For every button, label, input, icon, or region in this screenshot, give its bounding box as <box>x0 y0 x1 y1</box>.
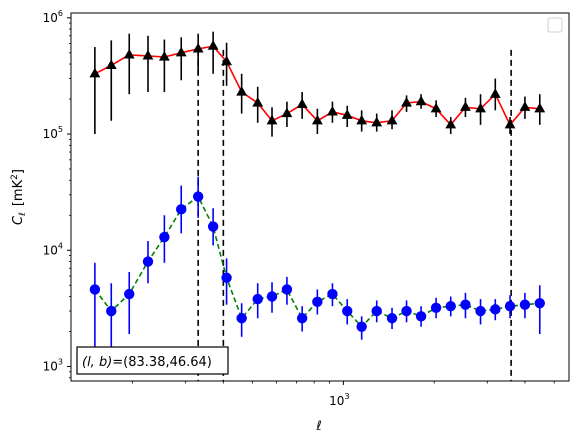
circle-marker <box>176 204 187 215</box>
circle-marker <box>312 296 323 308</box>
triangle-marker <box>266 114 278 125</box>
circle-marker <box>475 305 486 317</box>
triangle-marker <box>142 49 154 60</box>
circle-marker <box>460 299 471 310</box>
triangle-marker <box>460 101 471 111</box>
triangle-marker <box>489 88 501 98</box>
circle-marker <box>430 302 442 313</box>
triangle-marker <box>534 102 546 113</box>
y-label-unit: [mK <box>11 179 26 206</box>
plot-frame <box>70 12 570 382</box>
y-tick-label: 106 <box>43 9 63 25</box>
triangle-marker <box>327 105 338 116</box>
circle-marker <box>159 231 170 243</box>
circle-marker <box>445 301 456 312</box>
triangle-marker <box>89 67 101 78</box>
circle-marker <box>207 221 219 232</box>
circle-marker <box>490 304 501 315</box>
series-layer <box>89 31 546 362</box>
y-axis-label: Cℓ [mK2] <box>10 169 28 225</box>
plot-area <box>71 13 569 381</box>
circle-marker <box>221 272 232 283</box>
triangle-marker <box>356 114 368 125</box>
circle-marker <box>89 284 101 295</box>
y-tick-exp: 3 <box>58 357 63 366</box>
y-tick-base: 10 <box>43 359 58 373</box>
triangle-marker <box>158 51 170 61</box>
triangle-marker <box>192 42 204 53</box>
series-2 <box>89 176 545 362</box>
y-tick-exp: 4 <box>58 241 63 250</box>
y-tick-base: 10 <box>43 127 58 141</box>
circle-marker <box>534 298 545 309</box>
triangle-marker <box>475 102 486 113</box>
annotation-box: (l, b)=(83.38,46.64) <box>76 346 229 375</box>
y-label-sub: ℓ <box>18 212 28 217</box>
y-label-unit-close: ] <box>11 169 26 174</box>
circle-marker <box>386 313 398 324</box>
svg-text:(l, b)=(83.38,46.64): (l, b)=(83.38,46.64) <box>82 355 212 370</box>
x-tick-base: 10 <box>329 394 344 408</box>
triangle-marker <box>415 95 427 106</box>
annotation-label: (l, b) <box>82 355 112 370</box>
triangle-marker <box>504 118 516 129</box>
triangle-marker <box>236 85 248 96</box>
triangle-marker <box>430 102 442 113</box>
circle-marker <box>106 305 117 317</box>
y-tick-label: 105 <box>43 125 63 141</box>
x-tick-exp: 3 <box>344 392 349 401</box>
circle-marker <box>192 191 204 202</box>
circle-marker <box>236 313 247 324</box>
circle-marker <box>327 288 338 300</box>
circle-marker <box>252 293 263 305</box>
triangle-marker <box>401 96 412 107</box>
triangle-marker <box>252 96 264 107</box>
triangle-marker <box>371 116 383 127</box>
triangle-marker <box>123 48 135 59</box>
triangle-marker <box>341 109 353 119</box>
circle-marker <box>371 305 382 317</box>
circle-marker <box>504 301 516 312</box>
y-tick-label: 103 <box>43 357 63 373</box>
x-tick-label: 103 <box>329 392 349 408</box>
circle-marker <box>124 288 135 300</box>
circle-marker <box>142 256 154 267</box>
triangle-marker <box>281 107 293 118</box>
circle-marker <box>296 313 308 324</box>
y-label-main: C <box>11 215 26 225</box>
triangle-marker <box>207 40 219 50</box>
triangle-marker <box>386 114 398 125</box>
triangle-marker <box>105 59 117 69</box>
legend-box <box>547 17 563 33</box>
y-tick-exp: 5 <box>58 125 63 134</box>
series-1 <box>89 31 546 137</box>
triangle-marker <box>311 114 323 125</box>
circle-marker <box>415 311 427 322</box>
circle-marker <box>266 291 278 302</box>
circle-marker <box>281 284 293 295</box>
y-label-unit-sup: 2 <box>10 174 20 180</box>
circle-marker <box>519 299 531 310</box>
triangle-marker <box>221 55 232 66</box>
circle-marker <box>342 305 353 317</box>
y-tick-base: 10 <box>43 243 58 257</box>
circle-marker <box>356 321 367 332</box>
y-tick-base: 10 <box>43 11 58 25</box>
x-axis-label: ℓ <box>315 419 321 434</box>
annotation-value: =(83.38,46.64) <box>112 355 212 370</box>
triangle-marker <box>445 118 457 129</box>
circle-marker <box>401 305 412 317</box>
triangle-marker <box>175 46 187 57</box>
y-tick-label: 104 <box>43 241 63 257</box>
y-tick-exp: 6 <box>58 9 63 18</box>
triangle-marker <box>519 101 531 111</box>
triangle-marker <box>296 98 308 108</box>
